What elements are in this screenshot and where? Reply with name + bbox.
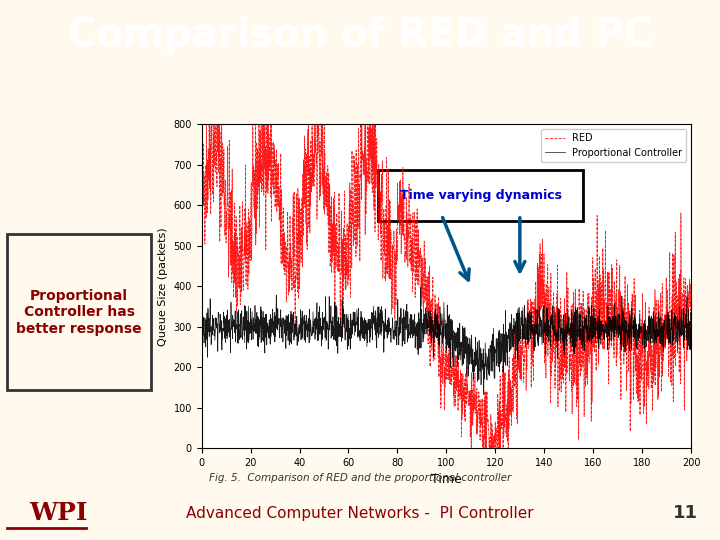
Proportional Controller — [423, 330, 431, 337]
Proportional Controller — [583, 334, 592, 340]
Text: Proportional
Controller has
better response: Proportional Controller has better respo… — [17, 289, 142, 335]
Text: Fig. 5.  Comparison of RED and the proportional controller: Fig. 5. Comparison of RED and the propor… — [209, 473, 511, 483]
Proportional Controller — [436, 303, 444, 310]
RED — [423, 273, 431, 280]
RED — [583, 381, 592, 388]
Proportional Controller — [480, 391, 488, 397]
RED — [673, 324, 682, 330]
Text: Advanced Computer Networks -  PI Controller: Advanced Computer Networks - PI Controll… — [186, 506, 534, 521]
Proportional Controller — [687, 322, 696, 328]
RED — [673, 304, 682, 310]
Proportional Controller — [673, 350, 682, 356]
FancyBboxPatch shape — [378, 170, 583, 221]
Line: RED: RED — [202, 124, 691, 448]
Line: Proportional Controller: Proportional Controller — [202, 287, 691, 394]
Proportional Controller — [222, 332, 231, 339]
FancyBboxPatch shape — [7, 234, 151, 390]
RED — [202, 121, 211, 127]
Proportional Controller — [197, 330, 206, 337]
Legend: RED, Proportional Controller: RED, Proportional Controller — [541, 129, 686, 161]
RED — [436, 359, 444, 365]
Proportional Controller — [673, 332, 682, 338]
Text: Comparison of RED and PC: Comparison of RED and PC — [68, 16, 652, 54]
Text: Time varying dynamics: Time varying dynamics — [400, 189, 562, 202]
RED — [687, 341, 696, 347]
RED — [467, 445, 476, 451]
Text: 11: 11 — [673, 504, 698, 522]
Proportional Controller — [416, 284, 425, 290]
Y-axis label: Queue Size (packets): Queue Size (packets) — [158, 227, 168, 346]
RED — [197, 186, 206, 192]
RED — [222, 225, 231, 232]
Text: WPI: WPI — [29, 501, 87, 525]
X-axis label: Time: Time — [431, 474, 462, 487]
